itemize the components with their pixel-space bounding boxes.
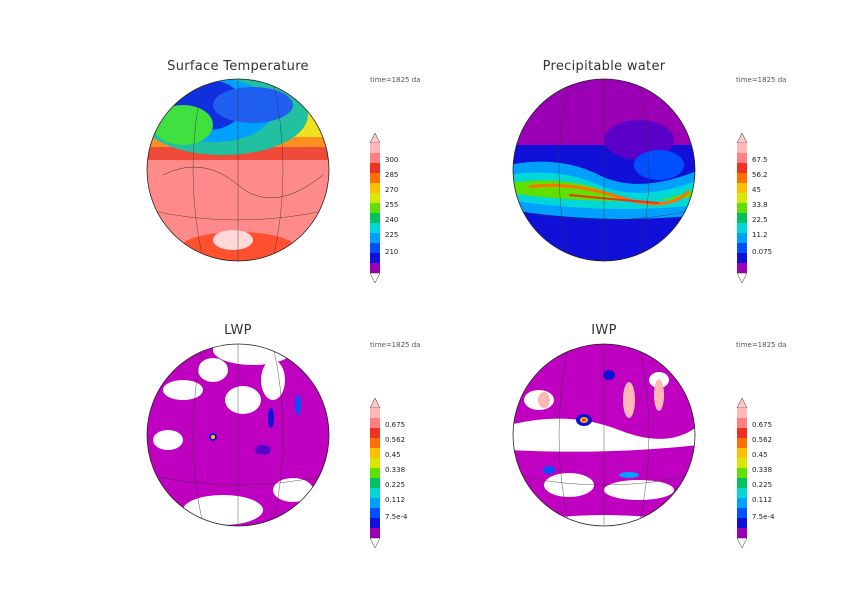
colorbar-surface-temperature <box>369 133 381 283</box>
colorbar-tick: 285 <box>385 171 399 179</box>
globe-map-precipitable-water <box>512 78 696 262</box>
colorbar-tick: 225 <box>385 231 399 239</box>
colorbar-tick: 33.8 <box>752 201 768 209</box>
panel-iwp: IWP time=1825 da <box>0 0 786 548</box>
colorbar-tick: 0.45 <box>752 451 768 459</box>
colorbar-lwp <box>369 398 381 548</box>
colorbar-tick: 22.5 <box>752 216 768 224</box>
time-label: time=1825 da <box>736 341 787 349</box>
colorbar-tick: 0.112 <box>752 496 773 504</box>
colorbar-tick: 270 <box>385 186 399 194</box>
colorbar-tick: 0.562 <box>752 436 773 444</box>
time-label: time=1825 da <box>370 341 421 349</box>
colorbar-tick: 11.2 <box>752 231 768 239</box>
panel-lwp: LWP time=1825 da <box>0 0 420 548</box>
globe-map-lwp <box>146 343 330 527</box>
colorbar-tick: 255 <box>385 201 399 209</box>
colorbar-tick: 0.675 <box>385 421 406 429</box>
colorbar-tick: 0.112 <box>385 496 406 504</box>
panel-precipitable-water: Precipitable water time=1825 da <box>0 0 786 290</box>
colorbar-tick: 7.5e-4 <box>385 513 408 521</box>
colorbar-tick: 67.5 <box>752 156 768 164</box>
panel-title: Precipitable water <box>542 59 666 74</box>
colorbar-tick: 0.675 <box>752 421 773 429</box>
panel-surface-temperature: Surface Temperature time=1825 da <box>0 0 420 290</box>
colorbar-precipitable-water <box>736 133 748 283</box>
colorbar-tick: 7.5e-4 <box>752 513 775 521</box>
globe-map-iwp <box>512 343 696 527</box>
panel-title: IWP <box>591 323 617 338</box>
colorbar-tick: 300 <box>385 156 399 164</box>
time-label: time=1825 da <box>736 76 787 84</box>
colorbar-tick: 0.562 <box>385 436 406 444</box>
colorbar-tick: 0.225 <box>385 481 406 489</box>
globe-map-surface-temperature <box>146 78 330 262</box>
colorbar-tick: 210 <box>385 248 399 256</box>
colorbar-tick: 45 <box>752 186 761 194</box>
colorbar-tick: 0.338 <box>385 466 406 474</box>
colorbar-tick: 0.225 <box>752 481 773 489</box>
colorbar-tick: 56.2 <box>752 171 768 179</box>
panel-title: LWP <box>224 323 252 338</box>
colorbar-tick: 0.075 <box>752 248 773 256</box>
colorbar-iwp <box>736 398 748 548</box>
colorbar-tick: 240 <box>385 216 399 224</box>
colorbar-tick: 0.338 <box>752 466 773 474</box>
panel-title: Surface Temperature <box>167 59 309 74</box>
time-label: time=1825 da <box>370 76 421 84</box>
colorbar-tick: 0.45 <box>385 451 401 459</box>
